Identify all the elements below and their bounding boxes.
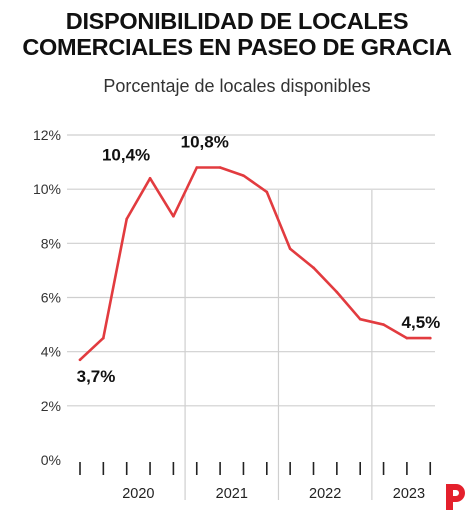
data-point [172,214,175,218]
data-point [288,247,292,251]
chart-title-line-2: COMERCIALES EN PASEO DE GRACIA [22,34,452,60]
data-point [382,323,385,326]
data-point [358,317,362,321]
x-year-label: 2021 [216,486,248,502]
chart-title-line-1: DISPONIBILIDAD DE LOCALES [65,8,409,34]
data-point [102,336,105,340]
y-tick-label: 2% [41,398,61,414]
y-tick-label: 10% [33,181,61,197]
y-tick-label: 6% [41,290,61,306]
chart-subtitle: Porcentaje de locales disponibles [103,76,371,96]
data-point [335,290,339,294]
y-tick-label: 12% [33,127,61,143]
x-year-label: 2020 [122,486,154,502]
data-label: 3,7% [77,367,116,386]
data-point [148,177,152,180]
data-point [405,336,409,340]
data-point [265,190,269,194]
y-tick-label: 8% [41,235,61,251]
y-tick-label: 0% [41,452,61,468]
data-point [428,336,432,340]
data-point [242,174,245,177]
data-point [125,217,128,221]
y-tick-label: 4% [41,344,61,360]
data-label: 10,8% [181,133,229,152]
x-year-label: 2023 [393,486,425,502]
chart-title: DISPONIBILIDAD DE LOCALES COMERCIALES EN… [0,8,474,60]
publisher-p-logo-icon [446,484,465,510]
data-point [195,166,199,169]
data-label: 10,4% [102,145,150,164]
series-line [78,166,432,362]
data-point [312,266,315,270]
data-label: 4,5% [402,313,441,332]
data-point [218,166,222,169]
x-year-label: 2022 [309,486,341,502]
data-point [78,358,82,362]
